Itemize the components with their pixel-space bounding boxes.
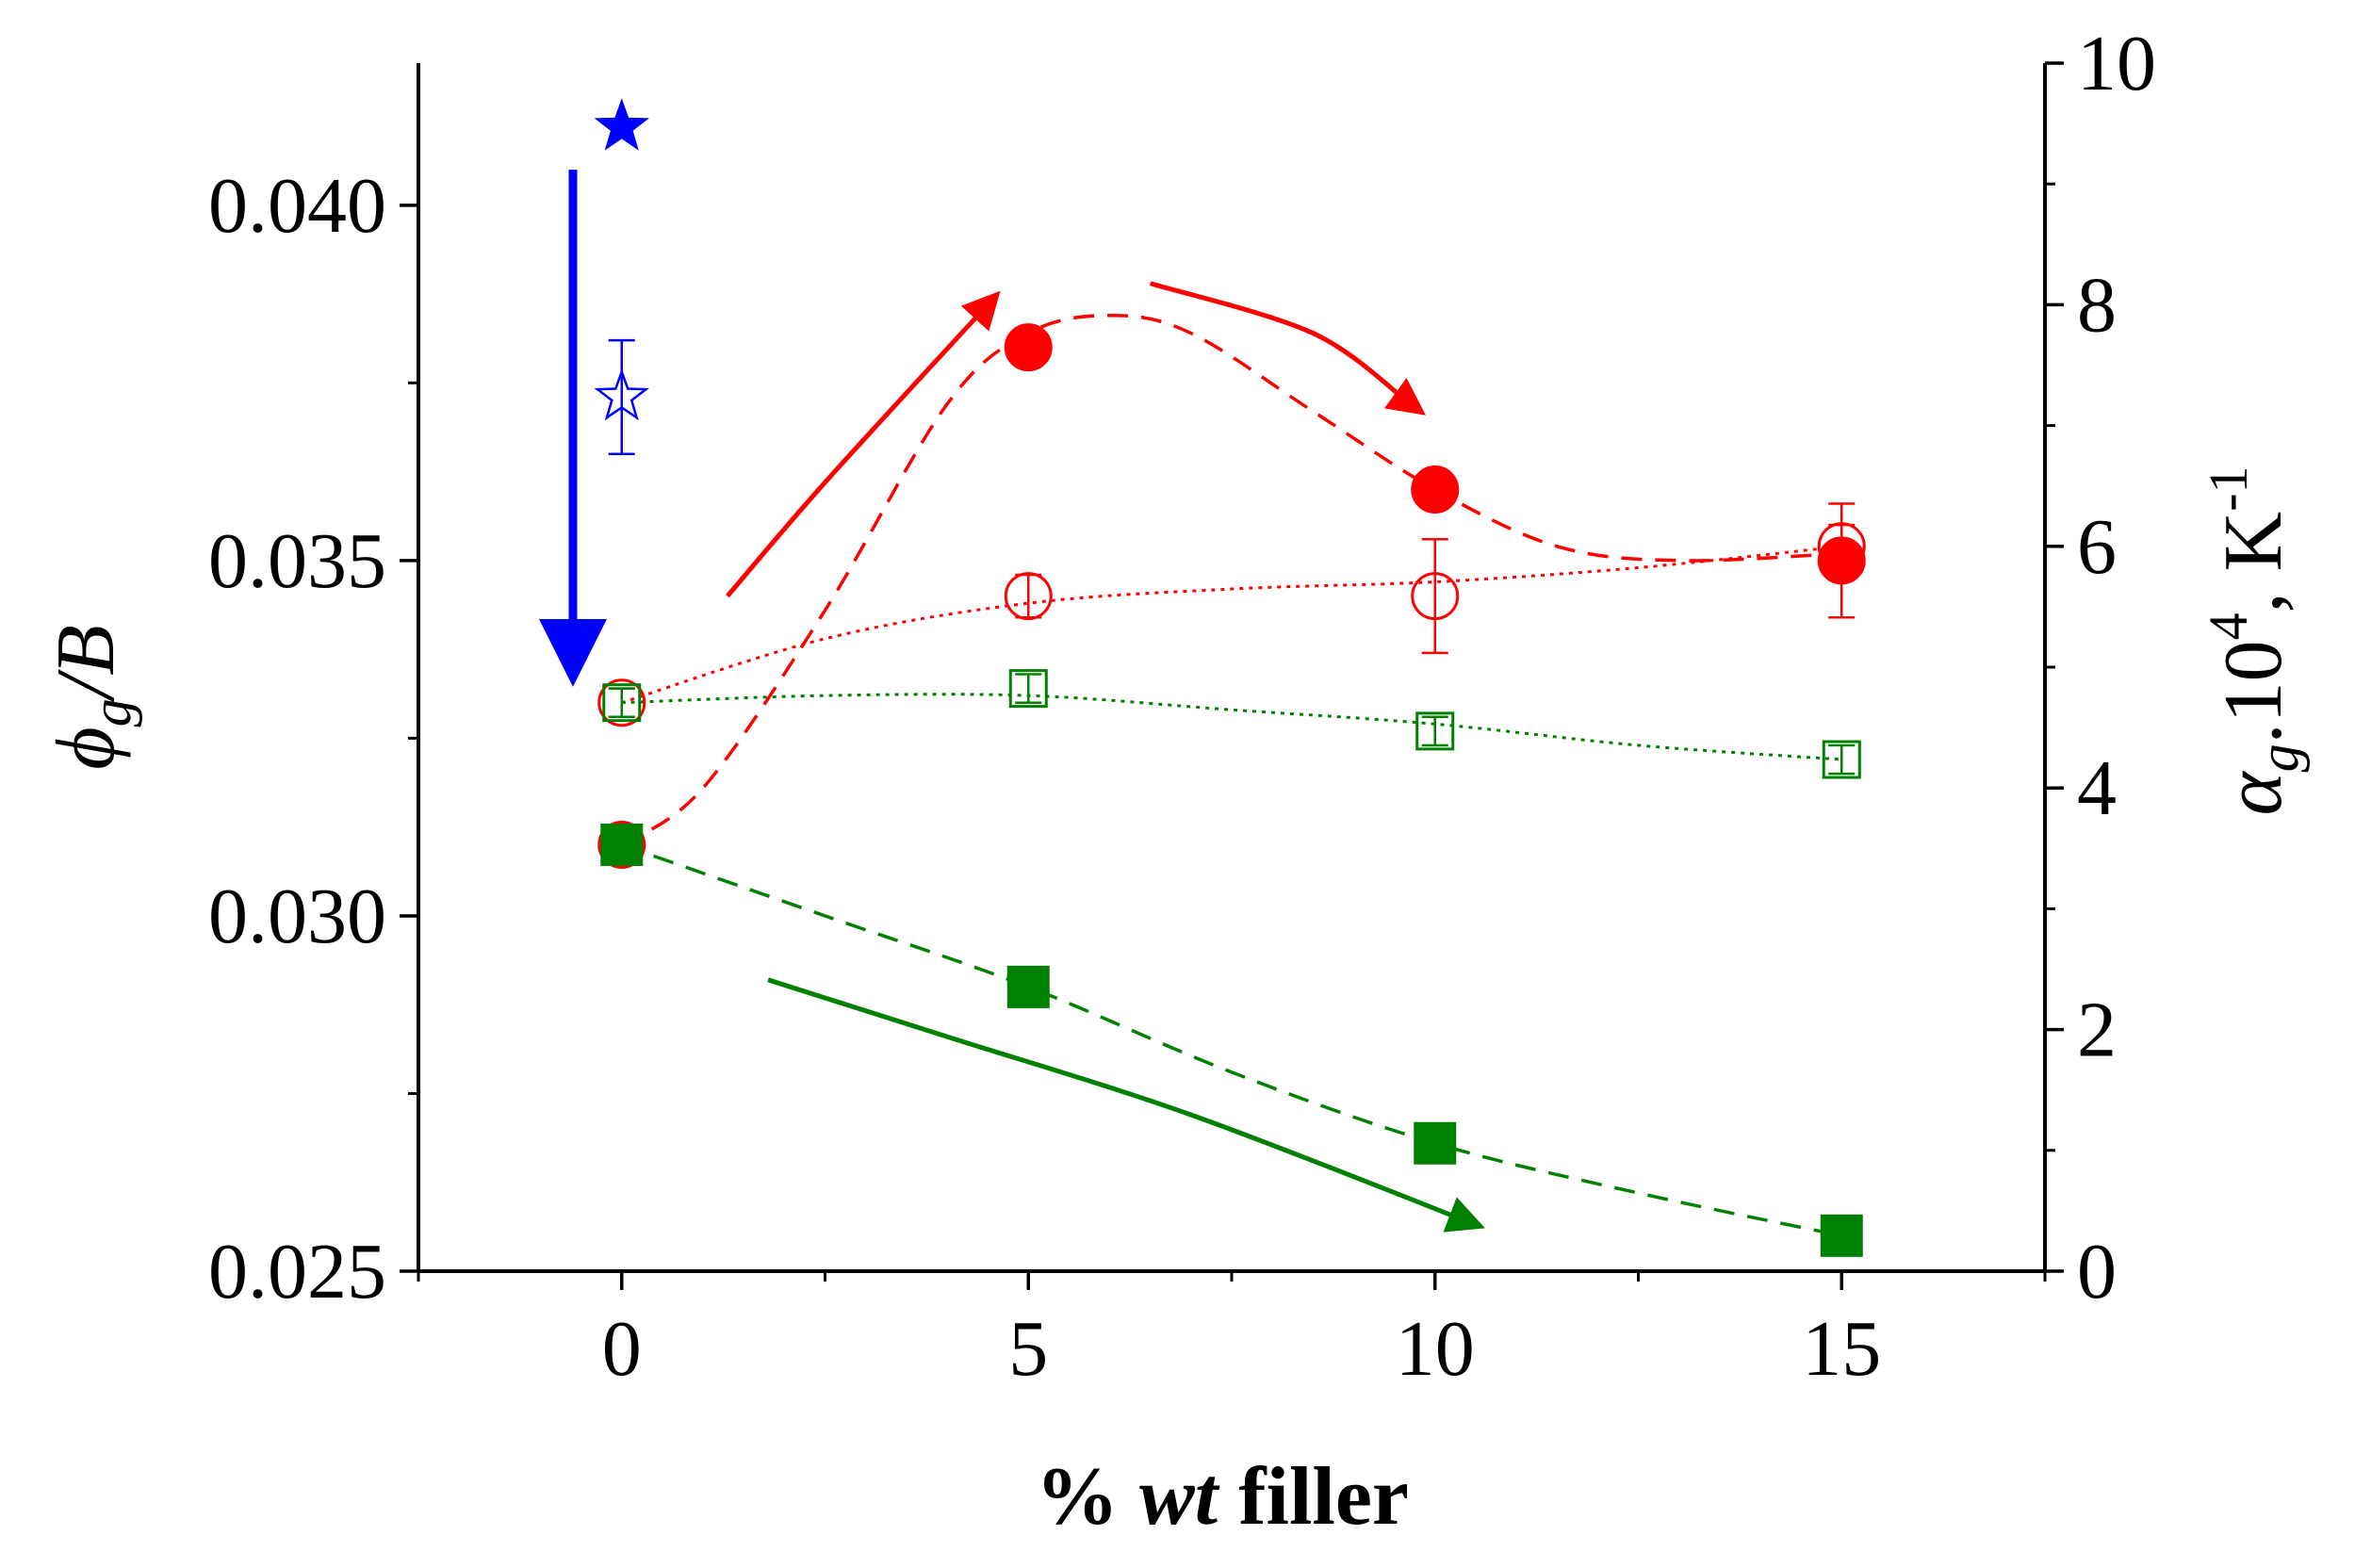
y-left-rest: /B — [41, 625, 132, 703]
y-right-sub-g: g — [2248, 743, 2310, 772]
ticks-layer: 0 5 10 15 0.025 0.030 0.035 0.040 0 2 4 6 8 10 — [208, 20, 2156, 1393]
y-left-tick-label: 0.030 — [208, 873, 386, 960]
red-up-arrow — [726, 290, 1001, 598]
y-right-tick-label: 4 — [2077, 744, 2117, 832]
y-right-unit-exp: -1 — [2198, 466, 2259, 511]
blue-filled-star-point — [594, 98, 649, 151]
y-right-tick-label: 10 — [2077, 20, 2156, 107]
x-axis-title-pct: % — [1036, 1451, 1119, 1543]
red-open-circle-point — [597, 678, 646, 727]
green-filled-square-point — [600, 824, 644, 867]
x-tick-label: 5 — [1008, 1305, 1048, 1393]
x-tick-label: 0 — [602, 1305, 642, 1393]
green-open-square-point — [602, 683, 642, 723]
y-left-phi: ϕ — [41, 727, 132, 770]
red-open-circle-point — [1817, 522, 1866, 571]
y-right-unit: , K — [2208, 512, 2299, 613]
green-open-square-point — [1008, 669, 1048, 709]
y-left-sub-g: g — [80, 698, 142, 727]
red-filled-circle-point — [1411, 465, 1460, 514]
red-filled-circle-point — [1004, 323, 1053, 372]
fit-lines — [620, 313, 1842, 1238]
red-dashed-fit — [620, 313, 1842, 846]
blue-open-star-point — [594, 368, 649, 421]
x-axis-title-filler: filler — [1238, 1451, 1409, 1543]
annotation-arrows — [538, 170, 1485, 1233]
y-right-axis-title: αg.104, K-1 — [2198, 466, 2310, 815]
red-open-circle-point — [1411, 572, 1460, 621]
y-right-tick-label: 0 — [2077, 1228, 2117, 1315]
green-filled-square-point — [1414, 1121, 1457, 1165]
red-down-arrow — [1149, 281, 1427, 416]
green-open-square-point — [1415, 711, 1455, 751]
data-points — [594, 98, 1866, 1257]
x-axis-title: % wt filler — [1036, 1451, 1409, 1543]
y-right-tick-label: 8 — [2077, 261, 2117, 349]
y-right-alpha: α — [2208, 771, 2299, 816]
y-right-mid: .10 — [2208, 640, 2299, 743]
x-tick-label: 10 — [1396, 1305, 1475, 1393]
green-down-arrow — [767, 977, 1485, 1233]
y-left-tick-label: 0.035 — [208, 517, 386, 605]
y-right-tick-label: 6 — [2077, 503, 2117, 591]
green-dotted-fit — [621, 693, 1842, 761]
y-left-axis-title: ϕg/B — [41, 625, 142, 770]
red-dotted-fit — [621, 545, 1842, 705]
y-left-tick-label: 0.040 — [208, 162, 386, 250]
y-left-tick-label: 0.025 — [208, 1228, 386, 1315]
x-tick-label: 15 — [1802, 1305, 1881, 1393]
y-right-exp: 4 — [2198, 612, 2259, 640]
green-filled-square-point — [1820, 1214, 1863, 1257]
y-right-tick-label: 2 — [2077, 987, 2117, 1074]
x-axis-title-wt: wt — [1139, 1451, 1220, 1543]
green-dashed-fit — [621, 842, 1842, 1238]
red-open-circle-point — [1004, 572, 1053, 621]
green-filled-square-point — [1006, 965, 1050, 1008]
green-open-square-point — [1822, 740, 1861, 779]
